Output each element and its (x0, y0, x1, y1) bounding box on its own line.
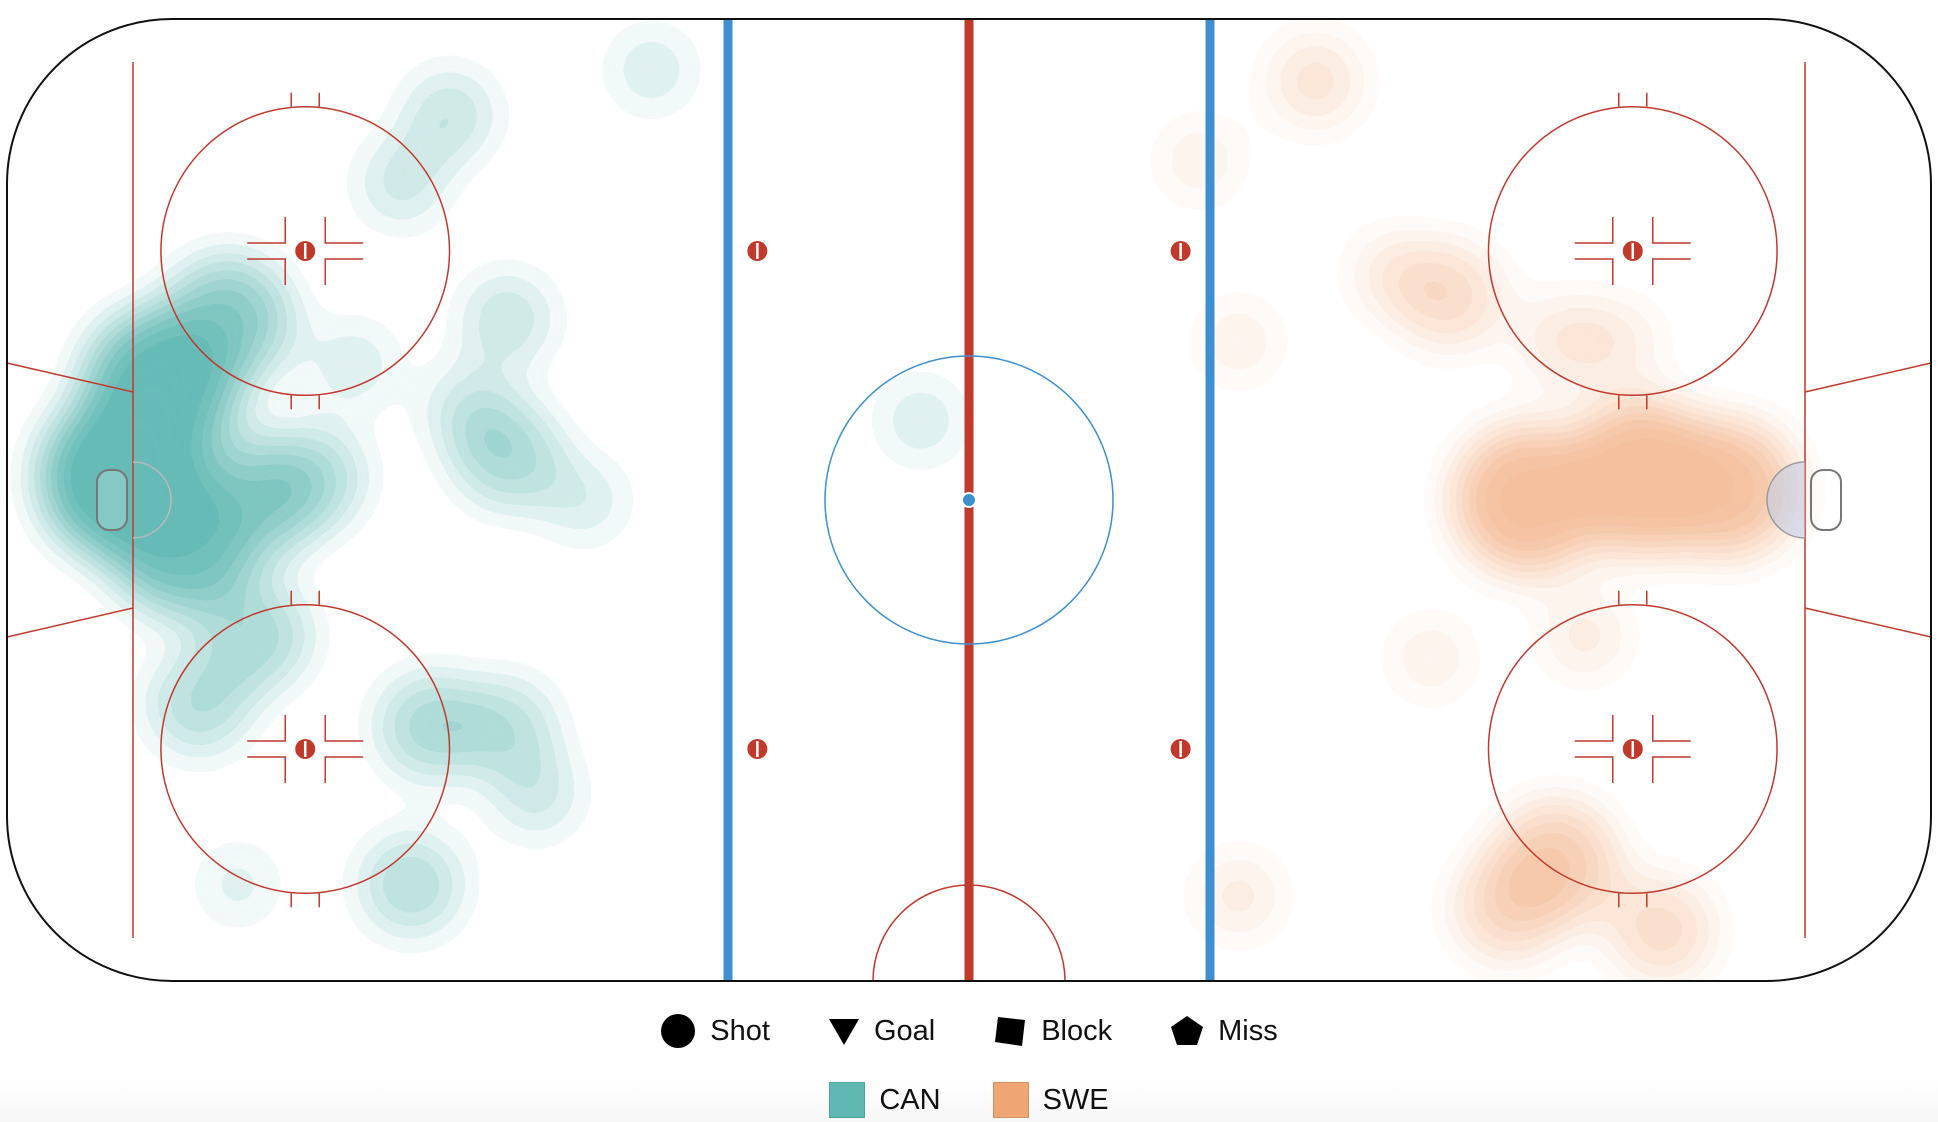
neutral-faceoff-dot (1170, 241, 1191, 262)
swe-hotspot (1389, 616, 1473, 701)
neutral-faceoff-dot (747, 241, 768, 262)
neutral-faceoff-dot (1170, 738, 1191, 759)
team-legend: CAN SWE (0, 1078, 1938, 1122)
legend-item-swe[interactable]: SWE (992, 1082, 1109, 1118)
legend-label-goal: Goal (873, 1014, 936, 1047)
swe-hotspot (1453, 426, 1601, 574)
can-hotspot (403, 69, 496, 162)
swe-hotspot (1608, 876, 1715, 981)
rink-svg (6, 18, 1932, 982)
right-goal-net (1810, 469, 1842, 531)
swe-hotspot (1196, 299, 1280, 384)
referee-crease (872, 884, 1066, 982)
can-hotspot (204, 582, 311, 689)
can-hotspot (609, 28, 694, 112)
can-hotspot (264, 426, 366, 529)
center-faceoff-dot (961, 492, 977, 508)
marker-legend: Shot Goal Block Miss (0, 1005, 1938, 1057)
legend-item-block[interactable]: Block (993, 1014, 1112, 1048)
legend-label-block: Block (1041, 1014, 1113, 1047)
can-hotspot (492, 750, 580, 839)
can-hotspot (461, 272, 554, 366)
can-hotspot (165, 256, 291, 382)
can-hotspot (424, 365, 513, 454)
left-goal-crease (132, 461, 172, 539)
center-circle (824, 355, 1114, 645)
heatmap-swe (1158, 32, 1799, 981)
swe-hotspot (1194, 852, 1283, 940)
swe-hotspot (1540, 591, 1629, 680)
legend-item-can[interactable]: CAN (829, 1082, 941, 1118)
legend-item-shot[interactable]: Shot (660, 1013, 770, 1049)
square-icon (995, 1017, 1026, 1046)
swe-color-swatch (992, 1082, 1029, 1118)
rink-boards (6, 18, 1932, 982)
swe-hotspot (1266, 32, 1364, 130)
swe-hotspot (1452, 852, 1564, 963)
can-hotspot (458, 677, 556, 775)
can-hotspot (542, 458, 626, 542)
circle-icon (661, 1014, 696, 1048)
left-goal-net (96, 469, 128, 531)
faceoff-circle (1487, 590, 1778, 908)
left-trapezoid-bottom (6, 607, 134, 638)
legend-label-swe: SWE (1042, 1083, 1109, 1116)
can-hotspot (879, 379, 963, 463)
right-trapezoid-bottom (1804, 607, 1932, 638)
neutral-faceoff-dot (747, 738, 768, 759)
hockey-rink-chart (6, 18, 1932, 982)
swe-hotspot (1659, 419, 1799, 558)
pentagon-icon (1171, 1016, 1204, 1045)
legend-item-miss[interactable]: Miss (1170, 1014, 1278, 1048)
right-trapezoid-top (1804, 362, 1932, 393)
can-hotspot (148, 652, 251, 755)
can-hotspot (360, 834, 462, 936)
swe-hotspot (1519, 295, 1612, 388)
can-hotspot (311, 322, 395, 406)
faceoff-circle (160, 590, 451, 908)
right-goal-crease (1766, 461, 1806, 539)
swe-hotspot (1581, 299, 1665, 384)
swe-hotspot (1348, 229, 1437, 318)
can-color-swatch (829, 1082, 866, 1118)
triangle-down-icon (828, 1019, 859, 1045)
faceoff-circle (160, 92, 451, 410)
legend-label-shot: Shot (710, 1014, 770, 1047)
heatmap-can (41, 28, 963, 936)
faceoff-circle (1487, 92, 1778, 410)
can-hotspot (377, 673, 484, 780)
legend-label-miss: Miss (1218, 1014, 1278, 1047)
swe-hotspot (1158, 118, 1242, 203)
legend-item-goal[interactable]: Goal (828, 1015, 935, 1048)
can-hotspot (198, 845, 278, 925)
legend-label-can: CAN (879, 1083, 941, 1116)
left-trapezoid-top (6, 362, 134, 393)
can-hotspot (357, 139, 446, 227)
